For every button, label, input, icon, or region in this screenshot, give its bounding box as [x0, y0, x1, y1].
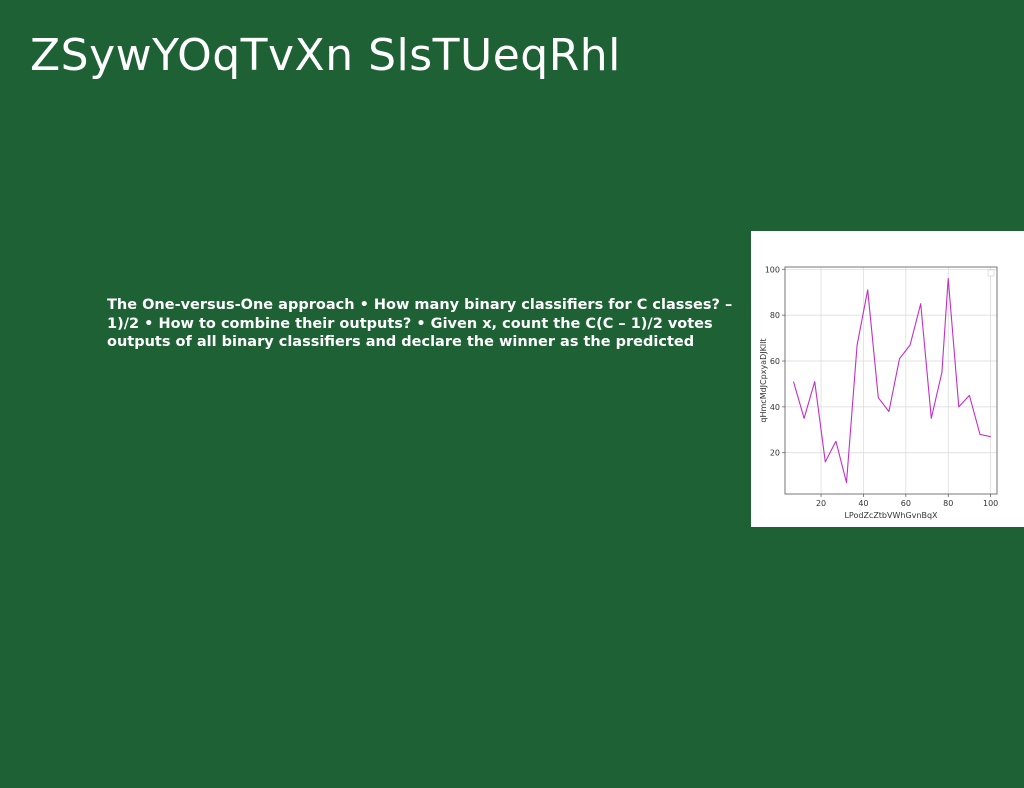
slide-title: ZSywYOqTvXn SlsTUeqRhl	[30, 30, 621, 81]
y-tick-label: 80	[770, 311, 780, 320]
grid-layer	[785, 267, 997, 494]
y-tick-label: 60	[770, 357, 780, 366]
y-tick-label: 20	[770, 449, 780, 458]
y-axis-label: qHmcMdJCpxyaDJKlIt	[759, 338, 768, 422]
series-layer	[792, 277, 991, 484]
x-tick-label: 40	[858, 499, 868, 508]
chart-panel: 20 40 60 80 100 20 40 60 80 100 LPodZcZtbVWhGvnBq…	[751, 231, 1024, 527]
plot-frame	[784, 266, 998, 495]
y-tick-label: 100	[765, 265, 780, 274]
slide-body-text: The One-versus-One approach • How many b…	[107, 297, 733, 350]
x-tick-label: 60	[901, 499, 911, 508]
y-tick-label: 40	[770, 403, 780, 412]
series-line	[792, 277, 991, 484]
x-axis-label: LPodZcZtbVWhGvnBqX	[844, 511, 938, 520]
legend-box	[987, 269, 995, 277]
line-chart: 20 40 60 80 100 20 40 60 80 100 LPodZcZtbVWhGvnBq…	[759, 265, 999, 520]
x-tick-label: 80	[943, 499, 953, 508]
x-tick-label: 100	[983, 499, 998, 508]
x-tick-label: 20	[816, 499, 826, 508]
tick-layer: 20 40 60 80 100 20 40 60 80 100	[765, 265, 999, 508]
